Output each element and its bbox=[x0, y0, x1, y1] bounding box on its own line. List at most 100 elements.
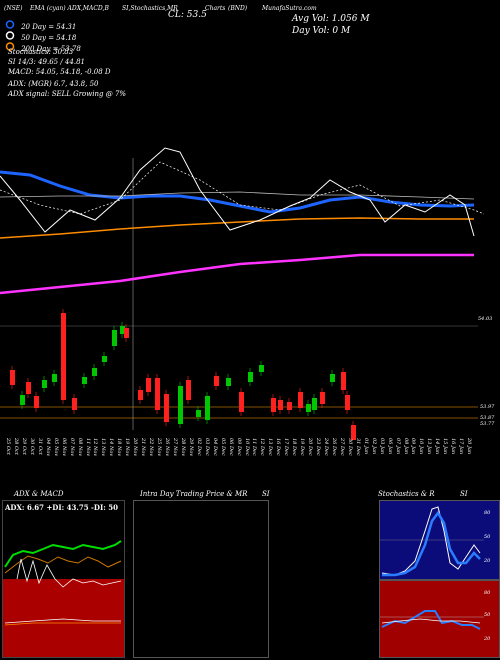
minus-di-line bbox=[4, 555, 122, 574]
price-line bbox=[0, 147, 475, 237]
date-label: 07 Nov bbox=[68, 438, 75, 457]
date-label: 08 Nov bbox=[76, 438, 83, 457]
candle-body bbox=[320, 392, 325, 404]
adx-macd-panel[interactable]: ADX: 6.67 +DI: 43.75 -DI: 50 bbox=[2, 500, 125, 658]
ticker-label: (BND) bbox=[228, 5, 248, 12]
rsi-tick-20: 20 bbox=[484, 636, 491, 642]
si-readout: SI 14/3: 49.65 / 44.81 bbox=[8, 58, 85, 66]
macd-subpanel bbox=[3, 579, 124, 657]
signal-line bbox=[0, 161, 485, 215]
adx-signal: ADX signal: SELL Growing @ 7% bbox=[8, 90, 127, 98]
candle-body bbox=[155, 378, 160, 410]
date-label: 03 Dec bbox=[203, 438, 210, 456]
date-label: 29 Nov bbox=[187, 438, 194, 457]
plus-di-line bbox=[4, 540, 122, 568]
main-price-chart[interactable] bbox=[0, 0, 500, 440]
date-label: 05 Nov bbox=[52, 438, 59, 457]
candle-body bbox=[120, 326, 125, 334]
stochastics-lines bbox=[380, 506, 484, 577]
legend-ma20: 20 Day = 54.31 bbox=[4, 14, 76, 33]
candle-body bbox=[226, 378, 231, 386]
candle-body bbox=[330, 374, 335, 382]
candle-body bbox=[52, 374, 57, 382]
date-label: 16 Dec bbox=[275, 438, 282, 456]
candle-body bbox=[239, 392, 244, 412]
ma20-swatch-icon bbox=[5, 20, 15, 29]
intraday-si-label: SI bbox=[262, 490, 270, 498]
candle-body bbox=[42, 380, 47, 388]
ma200-line bbox=[0, 217, 474, 239]
date-label: 17 Jan bbox=[458, 438, 465, 455]
date-label: 20 Jan bbox=[466, 438, 473, 455]
candle-body bbox=[102, 356, 107, 362]
ma20-line bbox=[0, 170, 475, 214]
date-label: 14 Nov bbox=[108, 438, 115, 457]
day-volume: Day Vol: 0 M bbox=[292, 26, 351, 36]
date-label: 04 Dec bbox=[211, 438, 218, 456]
candle-body bbox=[278, 400, 283, 410]
candle-body bbox=[351, 425, 356, 440]
date-label: 06 Jan bbox=[386, 438, 393, 455]
intraday-panel[interactable] bbox=[133, 500, 269, 658]
date-label: 21 Nov bbox=[140, 438, 147, 457]
price-label-lower-2: 53.87 bbox=[480, 415, 495, 421]
date-label: 20 Dec bbox=[307, 438, 314, 456]
date-label: 03 Jan bbox=[378, 438, 385, 455]
date-label: 25 Oct bbox=[5, 438, 11, 455]
stochastics-panel[interactable]: 80 50 20 bbox=[379, 500, 500, 580]
stoch-d-line bbox=[382, 510, 481, 577]
rsi-panel[interactable]: 80 50 20 bbox=[379, 580, 500, 658]
candle-body bbox=[61, 313, 66, 400]
date-label: 18 Nov bbox=[116, 438, 123, 457]
stoch-k-line bbox=[381, 506, 481, 576]
ma50-line bbox=[0, 191, 475, 200]
macd-line bbox=[4, 618, 121, 624]
date-label: 19 Nov bbox=[124, 438, 131, 457]
date-label: 24 Dec bbox=[323, 438, 329, 456]
date-label: 13 Jan bbox=[426, 438, 433, 455]
ma200-swatch-icon bbox=[5, 42, 15, 51]
date-label: 04 Nov bbox=[44, 438, 51, 457]
date-label: 13 Nov bbox=[100, 438, 107, 457]
price-label-lower-3: 53.77 bbox=[480, 421, 495, 427]
indicator-tabs[interactable]: EMA (cyan) ADX,MACD,B bbox=[30, 5, 109, 12]
stoch-tick-50: 50 bbox=[484, 534, 491, 540]
date-label: 28 Oct bbox=[12, 438, 19, 455]
stoch-tick-80: 80 bbox=[484, 510, 491, 516]
candle-body bbox=[146, 378, 151, 392]
date-label: 08 Jan bbox=[402, 438, 409, 455]
date-label: 11 Nov bbox=[84, 438, 91, 457]
date-label: 06 Nov bbox=[60, 438, 67, 457]
candle-body bbox=[112, 330, 117, 346]
candle-body bbox=[26, 382, 31, 394]
candle-body bbox=[20, 395, 25, 405]
candle-body bbox=[72, 398, 77, 410]
rsi-line bbox=[381, 610, 481, 630]
candle-body bbox=[164, 394, 169, 422]
date-label: 14 Jan bbox=[434, 438, 441, 455]
date-label: 20 Nov bbox=[132, 438, 139, 457]
date-label: 27 Nov bbox=[171, 438, 178, 457]
candle-body bbox=[34, 396, 39, 408]
date-label: 16 Jan bbox=[450, 438, 457, 455]
date-label: 30 Dec bbox=[346, 438, 353, 456]
adx-macd-lines bbox=[4, 540, 122, 626]
candle-body bbox=[196, 410, 201, 417]
munafa-label: MunafaSutra.com bbox=[262, 5, 317, 12]
intraday-title: Intra Day Trading Price & MR bbox=[140, 490, 248, 498]
candle-body bbox=[178, 386, 183, 424]
date-label: 02 Dec bbox=[195, 438, 202, 456]
date-label: 27 Dec bbox=[338, 438, 345, 456]
date-label: 09 Dec bbox=[235, 438, 242, 456]
stoch-tab[interactable]: SI,Stochastics,MR bbox=[122, 5, 178, 12]
date-label: 09 Jan bbox=[410, 438, 417, 455]
ticker-line: (NSE) bbox=[4, 5, 23, 12]
candle-body bbox=[312, 398, 317, 410]
date-label: 19 Dec bbox=[299, 438, 306, 456]
candle-body bbox=[138, 390, 143, 400]
date-label: 29 Oct bbox=[20, 438, 27, 455]
date-label: 02 Jan bbox=[370, 438, 377, 455]
date-label: 11 Dec bbox=[251, 438, 258, 456]
candle-body bbox=[82, 377, 87, 384]
macd-readout: MACD: 54.05, 54.18, -0.08 D bbox=[8, 68, 111, 76]
